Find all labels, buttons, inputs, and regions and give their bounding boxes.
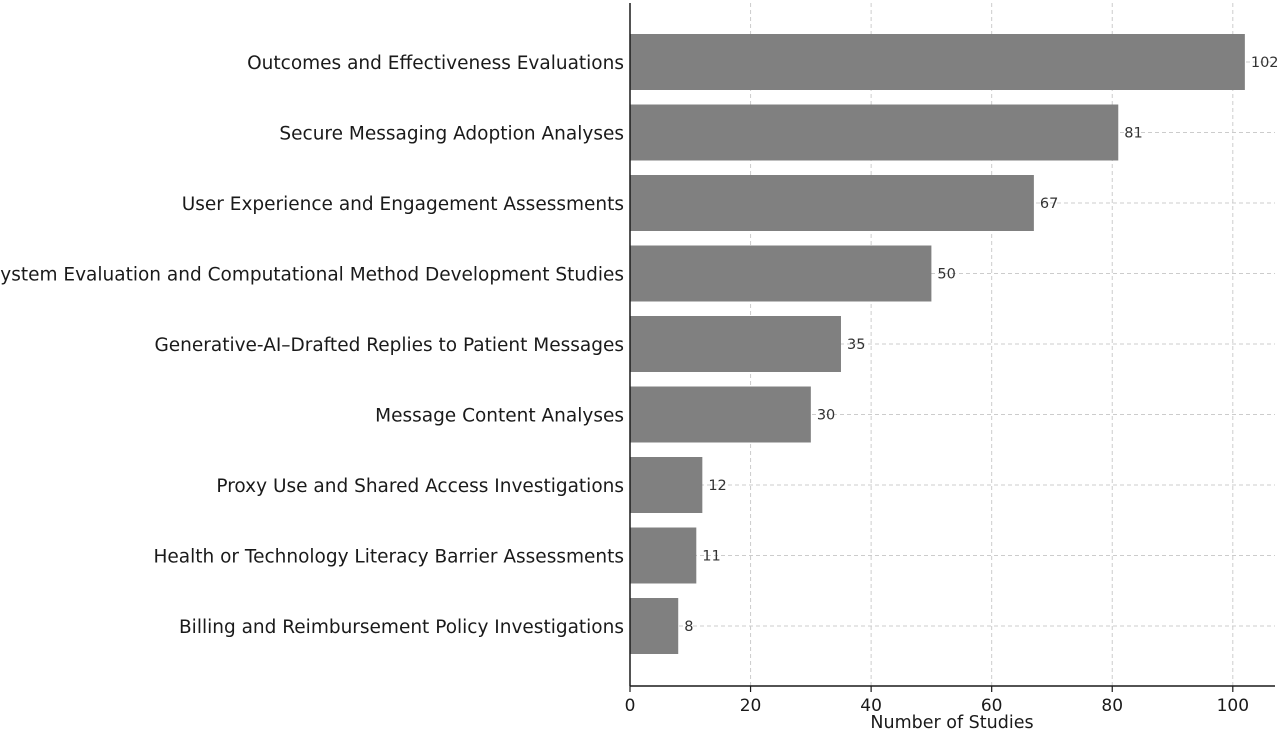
category-label: User Experience and Engagement Assessmen… [182, 194, 624, 215]
x-tick-label: 80 [1101, 696, 1123, 716]
value-label: 30 [817, 408, 835, 424]
x-tick-label: 100 [1217, 696, 1249, 716]
value-label: 35 [847, 337, 865, 353]
value-label: 8 [684, 619, 693, 635]
bar [630, 316, 841, 372]
bars [630, 34, 1245, 654]
x-axis-title: Number of Studies [870, 713, 1033, 731]
category-labels: Outcomes and Effectiveness Evaluations Se… [0, 53, 624, 638]
category-label: Message Content Analyses [375, 406, 624, 427]
category-label: Proxy Use and Shared Access Investigatio… [216, 476, 624, 497]
value-label: 11 [702, 549, 720, 565]
bar [630, 598, 679, 654]
bar [630, 245, 932, 302]
category-label: Health or Technology Literacy Barrier As… [153, 547, 624, 568]
value-label: 81 [1124, 126, 1142, 142]
axes [629, 3, 1275, 687]
bar [630, 527, 697, 584]
bar [630, 386, 811, 443]
category-label: Outcomes and Effectiveness Evaluations [247, 53, 624, 74]
x-tick-label: 20 [740, 696, 762, 716]
value-labels: 102 81 67 50 35 30 12 11 8 [684, 55, 1278, 635]
bar [630, 104, 1119, 161]
category-label: System Evaluation and Computational Meth… [0, 265, 624, 286]
value-label: 67 [1040, 196, 1058, 212]
value-label: 102 [1251, 55, 1279, 71]
bar [630, 457, 703, 513]
x-ticks: 0 20 40 60 80 100 [625, 686, 1249, 716]
bar [630, 175, 1034, 231]
x-tick-label: 60 [981, 696, 1003, 716]
value-label: 50 [937, 267, 955, 283]
x-tick-label: 0 [625, 696, 636, 716]
category-label: Secure Messaging Adoption Analyses [279, 124, 624, 145]
category-label: Generative-AI–Drafted Replies to Patient… [154, 335, 624, 356]
category-label: Billing and Reimbursement Policy Investi… [179, 617, 624, 638]
x-tick-label: 40 [860, 696, 882, 716]
bar [630, 34, 1245, 90]
value-label: 12 [708, 478, 726, 494]
